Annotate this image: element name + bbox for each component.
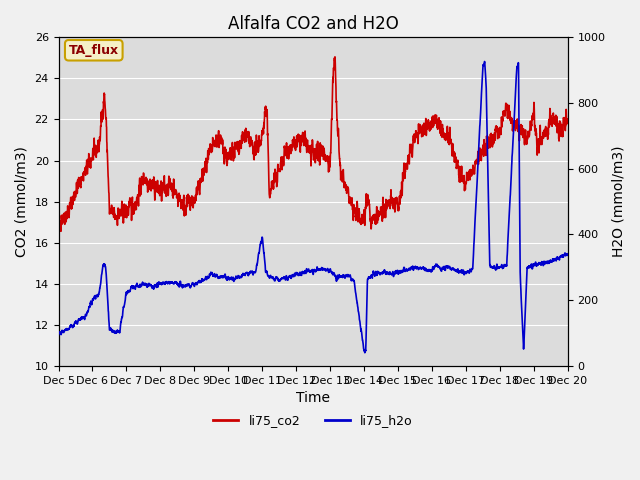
Y-axis label: H2O (mmol/m3): H2O (mmol/m3)	[611, 146, 625, 257]
Title: Alfalfa CO2 and H2O: Alfalfa CO2 and H2O	[228, 15, 399, 33]
Legend: li75_co2, li75_h2o: li75_co2, li75_h2o	[209, 409, 418, 432]
Text: TA_flux: TA_flux	[68, 44, 119, 57]
Y-axis label: CO2 (mmol/m3): CO2 (mmol/m3)	[15, 146, 29, 257]
X-axis label: Time: Time	[296, 391, 330, 405]
